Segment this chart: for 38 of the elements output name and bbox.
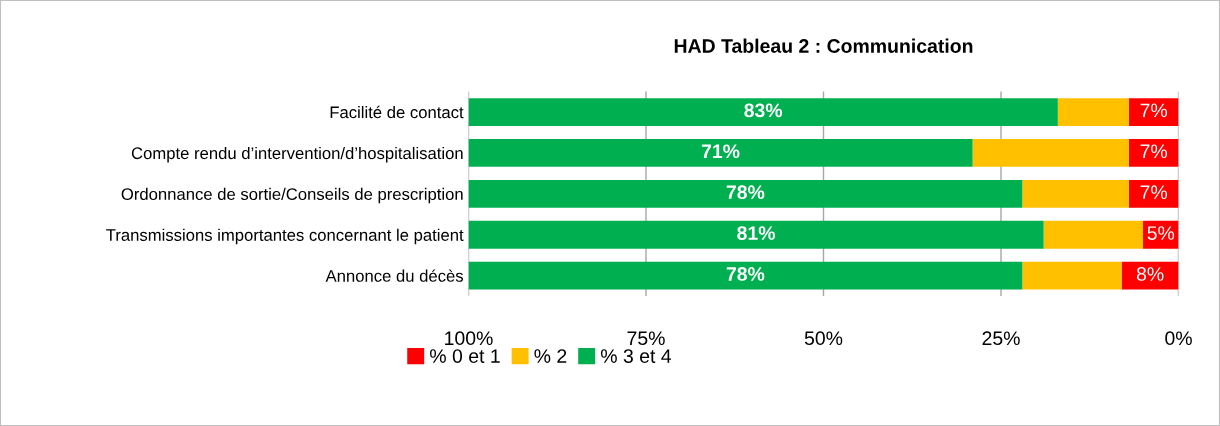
data-label: 83% <box>744 103 783 118</box>
x-tick-label: 0% <box>1165 331 1192 346</box>
y-tick-label: Transmissions importantes concernant le patient <box>106 228 464 245</box>
x-tick-label: 100% <box>445 331 493 346</box>
bar <box>468 179 1023 208</box>
y-tick-label: Ordonnance de sortie/Conseils de prescription <box>121 187 463 204</box>
legend-label: % 2 <box>534 349 567 363</box>
legend-label: % 3 et 4 <box>600 349 672 363</box>
bar <box>468 98 1058 126</box>
bar <box>1043 220 1144 249</box>
bar <box>1057 98 1129 126</box>
data-label: 78% <box>726 185 765 200</box>
data-label: 7% <box>1140 103 1168 118</box>
legend-label: % 0 et 1 <box>430 349 500 363</box>
y-tick-label: Annonce du décès <box>325 269 464 282</box>
bar <box>468 261 1023 290</box>
data-label: 71% <box>701 144 740 159</box>
x-tick-label: 25% <box>982 331 1020 346</box>
x-tick-label: 50% <box>804 331 843 346</box>
y-tick-label: Compte rendu d’intervention/d’hospitalisation <box>131 146 463 163</box>
y-tick-label: Facilité de contact <box>330 105 464 119</box>
bar <box>1022 179 1129 208</box>
bar <box>1121 261 1179 290</box>
bar <box>468 139 973 167</box>
data-label: 8% <box>1136 267 1164 281</box>
bar <box>1022 261 1122 290</box>
chart-title: HAD Tableau 2 : Communication <box>674 38 973 53</box>
bar <box>1128 179 1179 208</box>
data-label: 7% <box>1140 185 1168 199</box>
data-label: 78% <box>726 267 765 281</box>
bar <box>1128 98 1179 126</box>
bar <box>468 220 1044 249</box>
x-tick-label: 75% <box>627 331 665 346</box>
bar <box>1128 139 1179 167</box>
bar <box>972 139 1129 167</box>
data-label: 81% <box>737 226 775 240</box>
data-label: 5% <box>1147 226 1175 240</box>
data-label: 7% <box>1140 144 1168 159</box>
